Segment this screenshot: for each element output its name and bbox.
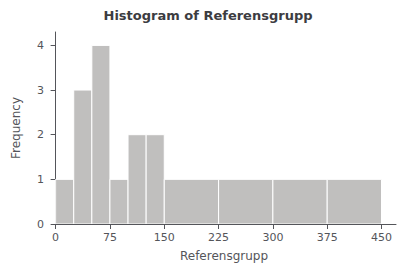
svg-text:Histogram of Referensgrupp: Histogram of Referensgrupp [104, 8, 313, 23]
svg-text:450: 450 [371, 231, 392, 244]
svg-text:225: 225 [208, 231, 229, 244]
svg-text:Frequency: Frequency [9, 97, 23, 159]
svg-text:1: 1 [37, 173, 44, 186]
svg-text:4: 4 [37, 39, 44, 52]
svg-text:375: 375 [317, 231, 338, 244]
svg-text:0: 0 [37, 218, 44, 231]
svg-text:300: 300 [262, 231, 283, 244]
svg-text:Referensgrupp: Referensgrupp [180, 249, 268, 263]
svg-text:75: 75 [103, 231, 117, 244]
svg-text:150: 150 [154, 231, 175, 244]
svg-text:2: 2 [37, 128, 44, 141]
svg-text:0: 0 [52, 231, 59, 244]
svg-text:3: 3 [37, 84, 44, 97]
